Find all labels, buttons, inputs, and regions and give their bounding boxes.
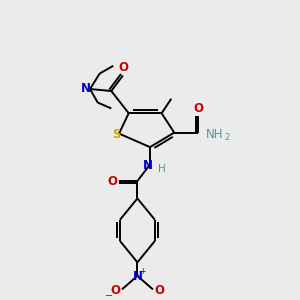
Text: H: H [158,164,166,174]
Text: O: O [118,61,128,74]
Text: −: − [105,291,113,300]
Text: O: O [194,102,203,115]
Text: N: N [81,82,91,94]
Text: O: O [107,175,117,188]
Text: 2: 2 [225,133,230,142]
Text: O: O [110,284,120,297]
Text: O: O [155,284,165,297]
Text: N: N [132,270,142,283]
Text: S: S [112,128,120,141]
Text: NH: NH [206,128,224,141]
Text: N: N [143,159,153,172]
Text: +: + [139,268,146,277]
